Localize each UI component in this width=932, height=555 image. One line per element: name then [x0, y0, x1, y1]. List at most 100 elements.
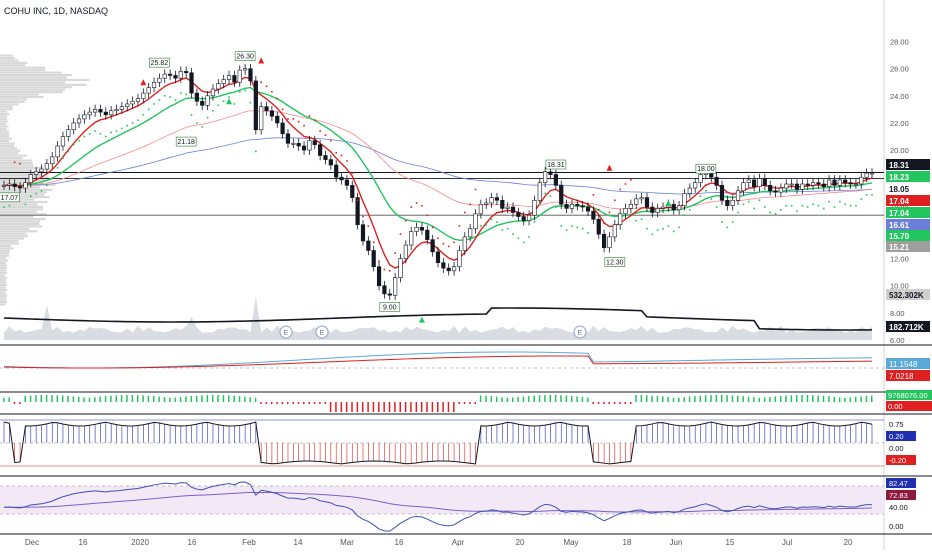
candle-down — [376, 266, 382, 287]
sar-dot-bull — [533, 221, 536, 223]
sar-dot-bull — [105, 135, 107, 138]
candle-up — [55, 145, 60, 158]
candle-up — [505, 206, 510, 209]
volume-profile-bar — [0, 210, 37, 213]
sar-dot-bull — [812, 203, 814, 206]
hist-bar-neg — [420, 402, 423, 412]
sar-dot-bull — [222, 100, 225, 103]
hist-bar-pos — [88, 397, 91, 402]
candle-up — [698, 174, 703, 183]
rsi-label-bg — [886, 478, 916, 488]
candle-up — [237, 69, 242, 83]
volume-profile-bar — [0, 142, 15, 145]
candle-up — [687, 187, 692, 194]
candle-up — [468, 228, 473, 238]
candle-down — [328, 159, 333, 166]
candle-up — [146, 87, 151, 94]
rsi-line — [3, 481, 873, 532]
osc-line — [3, 421, 873, 465]
candle-down — [816, 182, 821, 185]
sar-dot-bull — [88, 133, 91, 135]
price-tick-label: 20.00 — [890, 146, 909, 155]
price-label: 18.23 — [889, 173, 910, 182]
volume-profile-bar — [0, 303, 5, 306]
sar-dot-bear — [335, 152, 337, 154]
price-label-bg — [886, 219, 930, 230]
hist-bar-pos — [742, 396, 744, 402]
sar-dot-bull — [705, 189, 707, 192]
sar-dot-bull — [490, 218, 493, 221]
sar-dot-bull — [238, 90, 241, 93]
hist-bar-pos — [549, 395, 552, 402]
hist-bar-pos — [817, 395, 819, 402]
volume-profile-bar — [0, 56, 15, 60]
price-tick-label: 8.00 — [890, 309, 905, 318]
sar-dot-bear — [592, 194, 595, 196]
sar-dot-bull — [828, 200, 830, 203]
volume-profile-bar — [0, 149, 21, 152]
candle-down — [366, 240, 371, 251]
hist-bar-pos — [769, 397, 771, 402]
candle-down — [430, 239, 435, 253]
hist-bar-pos — [131, 395, 134, 402]
hist-bar-pos — [587, 397, 589, 402]
price-tick-label: 22.00 — [890, 119, 909, 128]
sar-dot-bear — [19, 162, 21, 165]
candle-up — [28, 174, 33, 183]
volume-profile-bar — [0, 247, 14, 250]
hist-bar-pos — [865, 395, 868, 402]
annotation-box — [0, 192, 20, 203]
volume-profile-bar — [0, 169, 32, 172]
volume-profile-bar — [0, 244, 12, 248]
sar-dot-bull — [212, 109, 214, 112]
hist-bar-pos — [828, 396, 830, 402]
candle-up — [162, 73, 167, 79]
candle-down — [167, 73, 173, 76]
rsi-label-bg — [886, 502, 916, 512]
sar-dot-bull — [565, 229, 568, 231]
hist-bar-pos — [517, 396, 519, 402]
hist-bar-pos — [40, 395, 43, 402]
hist-bar-pos — [99, 396, 101, 402]
hist-bar-pos — [672, 397, 675, 402]
volume-profile-bar — [0, 213, 47, 216]
rsi-label: 72.83 — [889, 491, 908, 500]
hist-bar-pos — [228, 395, 230, 402]
volume-profile-bar — [0, 164, 34, 167]
volume-profile-bar — [0, 225, 42, 228]
candle-down — [768, 185, 773, 192]
candle-down — [323, 155, 328, 160]
hist-label-bg — [886, 401, 932, 411]
sar-dot-bull — [115, 130, 118, 132]
volume-profile-bar — [0, 257, 7, 260]
candle-up — [141, 92, 146, 99]
volume-profile-bar — [0, 232, 27, 235]
annotation-label: 26.30 — [236, 54, 254, 61]
sar-dot-bear — [260, 81, 262, 84]
sar-dot-bull — [672, 230, 675, 233]
sar-dot-bull — [506, 227, 509, 230]
price-label-bg — [886, 289, 930, 300]
candle-up — [778, 187, 784, 193]
candle-down — [275, 115, 280, 124]
volume-profile-bar — [0, 176, 49, 179]
earnings-event-icon — [279, 325, 293, 339]
volume-profile-bar — [0, 262, 6, 265]
sar-dot-bear — [13, 161, 16, 164]
annotation-label: 18.31 — [547, 162, 565, 169]
volume-profile-bar — [0, 69, 46, 72]
sar-dot-bull — [822, 207, 825, 210]
time-tick-label: 14 — [294, 538, 303, 547]
hist-bar-pos — [822, 395, 825, 402]
candle-up — [757, 178, 762, 188]
volume-profile-bar — [0, 127, 7, 130]
candle-down — [296, 143, 301, 147]
candle-up — [259, 106, 264, 131]
volume-profile-bar — [0, 132, 10, 135]
hist-bar-pos — [238, 396, 241, 402]
signal-triangle — [226, 98, 233, 105]
candle-down — [564, 204, 569, 209]
candle-up — [457, 250, 462, 268]
plot-bg — [0, 0, 884, 550]
